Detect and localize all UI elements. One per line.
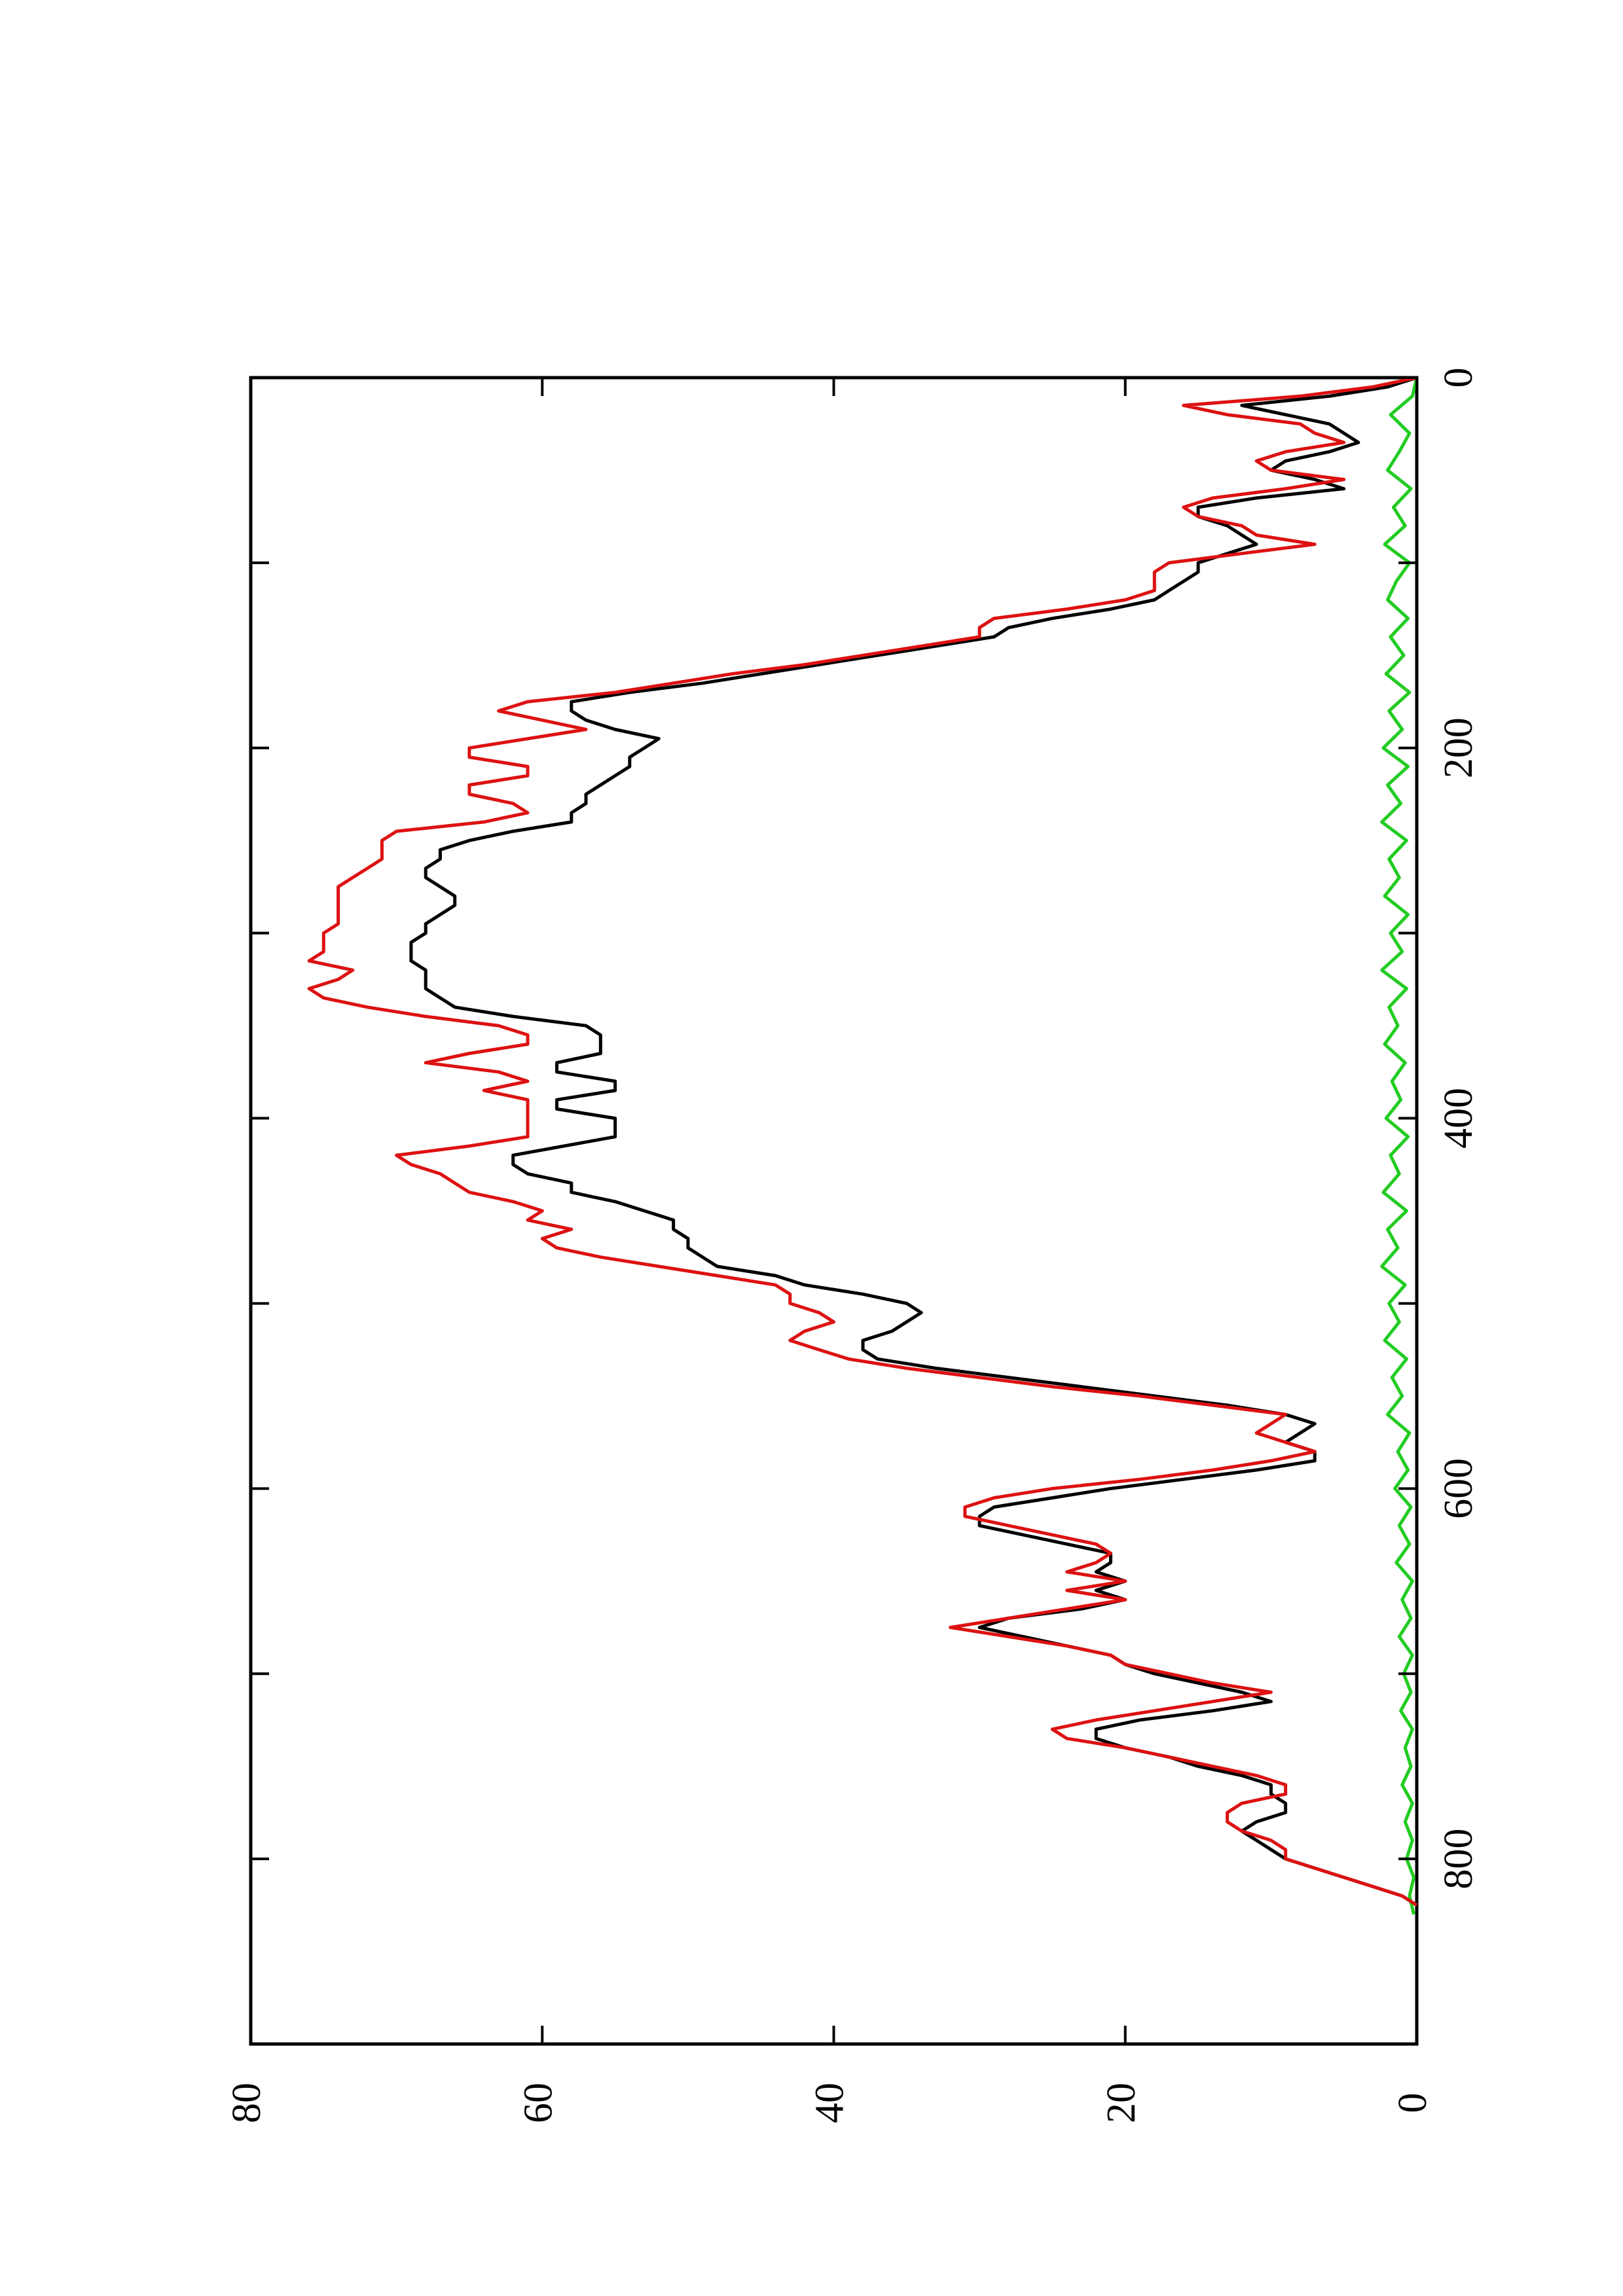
y-tick-label: 40 <box>808 2083 852 2123</box>
x-tick-label: 0 <box>1436 368 1481 388</box>
x-tick-label: 200 <box>1436 717 1481 778</box>
x-tick-label: 600 <box>1436 1458 1481 1519</box>
x-tick-label: 800 <box>1436 1829 1481 1890</box>
series-line-2 <box>307 376 1418 1907</box>
x-tick-label: 400 <box>1436 1088 1481 1149</box>
plot-frame <box>249 376 1419 2046</box>
series-line-1 <box>409 376 1418 1907</box>
y-tick-label: 80 <box>225 2083 269 2123</box>
y-tick-label: 20 <box>1099 2083 1144 2123</box>
y-tick-label: 60 <box>516 2083 560 2123</box>
series-line-3 <box>1380 377 1419 1915</box>
y-tick-label: 0 <box>1391 2093 1435 2113</box>
